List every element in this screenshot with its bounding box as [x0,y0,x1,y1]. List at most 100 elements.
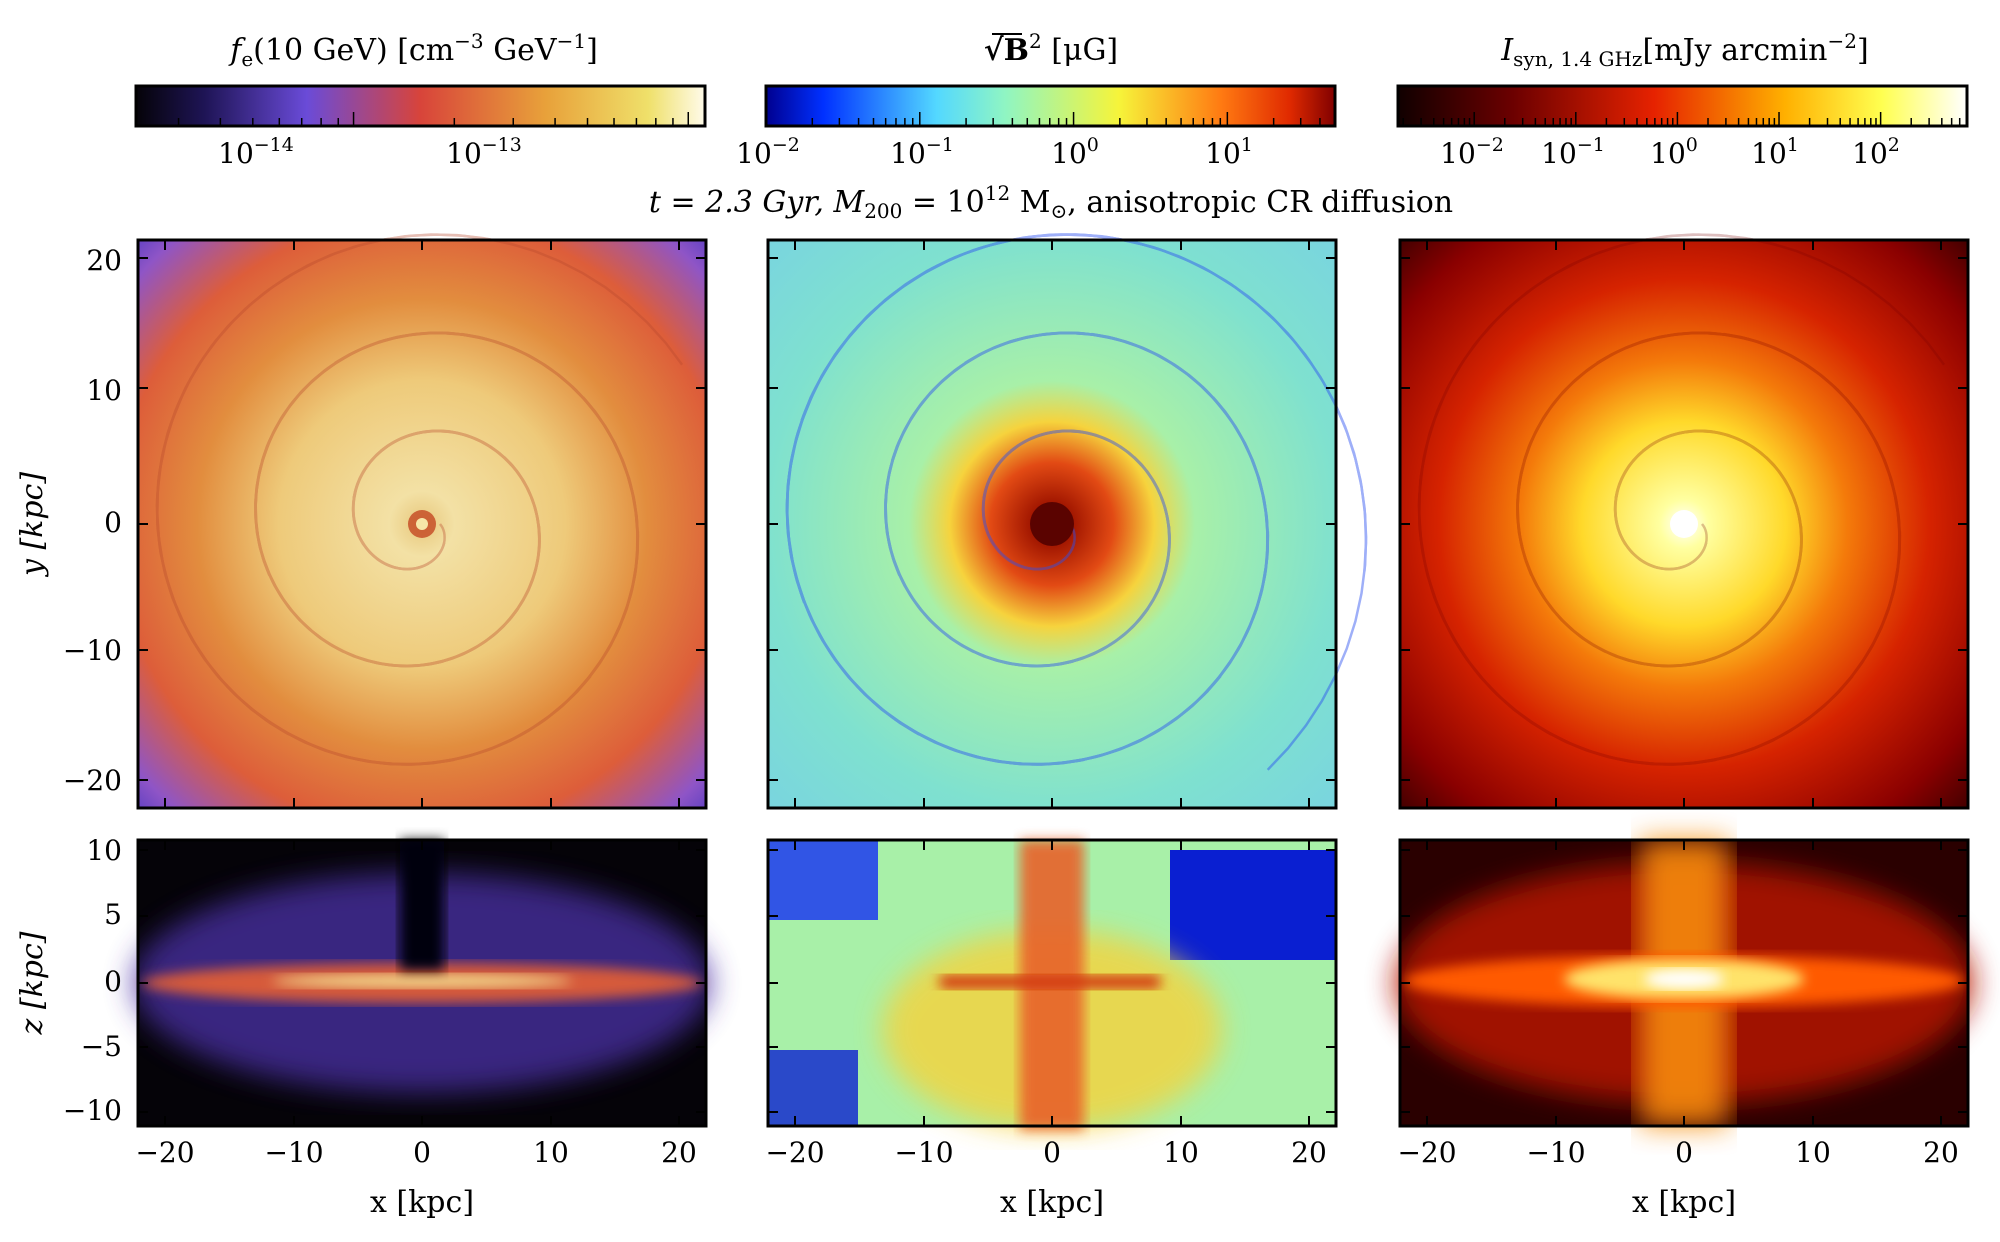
spiral-arm [981,429,1080,571]
spiral-arm [982,445,1076,571]
x-tick-label: 10 [1795,1136,1831,1169]
colorbar-fe-bar [134,84,707,128]
spiral-arm [1614,445,1708,571]
spiral-arm [262,456,541,668]
x-tick-label: −10 [264,1136,323,1169]
spiral-arm [380,429,541,666]
x-tick-label: 0 [413,1136,431,1169]
spiral-arm [785,233,1146,766]
y-tick-label: −10 [63,634,122,667]
spiral-arm [254,332,481,668]
spiral-arm [1516,353,1782,668]
panel-fe-faceon [136,233,708,810]
x-tick-label: 0 [1043,1136,1061,1169]
spiral-arm [352,429,541,619]
spiral-arm [1516,332,1743,668]
y-tick-label: −20 [63,764,122,797]
spiral-arm [1516,331,1901,576]
spiral-arm [795,396,1270,766]
x-tick-label: −20 [1397,1136,1456,1169]
spiral-arm [351,429,513,570]
panel-syn-edgeon [1394,838,1974,1128]
x-axis-label: x [kpc] [1000,1185,1104,1220]
x-ticks-panel-3: −20 −10 0 10 20 [1397,1136,1958,1169]
x-tick-label: 10 [533,1136,569,1169]
panel-fe-edgeon [132,838,712,1128]
spiral-arm [352,491,446,571]
spiral-arm [1010,429,1171,666]
spiral-arm [254,444,541,668]
x-tick-label: 20 [1291,1136,1327,1169]
colorbar-syn-tick-label: 10−1 [1541,134,1605,170]
y-tick-label: −5 [81,1030,122,1063]
spiral-arm [1613,429,1775,570]
spiral-arm [1614,429,1803,619]
colorbar-b-ticks [765,112,1336,126]
y-tick-label: 0 [104,506,122,539]
spiral-arm [982,491,1076,571]
spiral-arm [1596,331,1901,765]
spiral-arm [884,332,1111,668]
spiral-arm [1613,429,1712,571]
spiral-arm [156,259,592,766]
y-axis-label-top: y [kpc] [15,472,50,578]
spiral-arm [964,331,1269,765]
y-tick-label: 10 [86,834,122,867]
colorbar-syn-tick-label: 100 [1650,134,1698,170]
figure-title: t = 2.3 Gyr, M200 = 1012 M⊙, anisotropic… [649,181,1453,223]
spiral-arm [1522,331,1901,694]
spiral-arm [267,332,640,766]
colorbar-fe: fe(10 GeV) [cm−3 GeV−1] 10−14 10−13 [134,29,707,170]
y-axis-label-bottom: z [kpc] [15,931,50,1035]
spiral-arm [884,331,1269,576]
spiral-arm [330,429,541,668]
y-ticks-top: 20 10 0 −10 −20 [63,244,122,797]
x-ticks-panel-1: −20 −10 0 10 20 [135,1136,696,1169]
colorbar-syn-tick-label: 10−2 [1440,134,1504,170]
axis-ticks [138,240,1968,1126]
spiral-arm [981,429,1143,570]
spiral-arm [260,331,639,694]
spiral-arm [254,331,597,654]
spiral-arm [897,332,1270,766]
spiral-arm [785,233,1368,604]
colorbar-syn-tick-label: 101 [1751,134,1799,170]
colorbar-b-tick-label: 10−1 [890,134,954,170]
spiral-arm [155,233,516,766]
y-tick-label: 0 [104,965,122,998]
colorbar-syn-label: Isyn, 1.4 GHz[mJy arcmin−2] [1500,29,1868,71]
x-tick-label: −20 [765,1136,824,1169]
spiral-arm [785,395,1270,766]
spiral-arm [982,429,1171,619]
x-tick-label: −10 [1526,1136,1585,1169]
spiral-arm [1642,429,1803,666]
spiral-arm [960,429,1171,668]
spiral-arm [1417,233,1778,766]
y-tick-label: 5 [104,898,122,931]
x-axis-label: x [kpc] [370,1185,474,1220]
spiral-arm [352,445,446,571]
colorbar-b-tick-label: 101 [1205,134,1253,170]
spiral-arm [884,331,1227,654]
spiral-arm [254,331,639,576]
spiral-arm [351,429,541,546]
spiral-arm [892,456,1171,668]
spiral-arm [785,233,1314,736]
spiral-arm [1614,491,1708,571]
spiral-arm [800,233,1368,771]
x-tick-label: −10 [894,1136,953,1169]
colorbar-fe-tick-label: 10−13 [446,134,522,170]
x-tick-label: 20 [1923,1136,1959,1169]
panel-syn-faceon [1398,233,1970,810]
colorbar-syn-bar [1396,84,1969,128]
spiral-arm [1529,332,1902,766]
panel-b-faceon [766,233,1368,810]
x-tick-label: 20 [661,1136,697,1169]
colorbar-b-label: √B2 [μG] [984,29,1118,68]
x-axis-label: x [kpc] [1632,1185,1736,1220]
x-tick-label: −20 [135,1136,194,1169]
y-tick-label: 20 [86,244,122,277]
spiral-arm [884,444,1171,668]
spiral-arm [890,331,1269,694]
colorbar-fe-tick-label: 10−14 [218,134,294,170]
